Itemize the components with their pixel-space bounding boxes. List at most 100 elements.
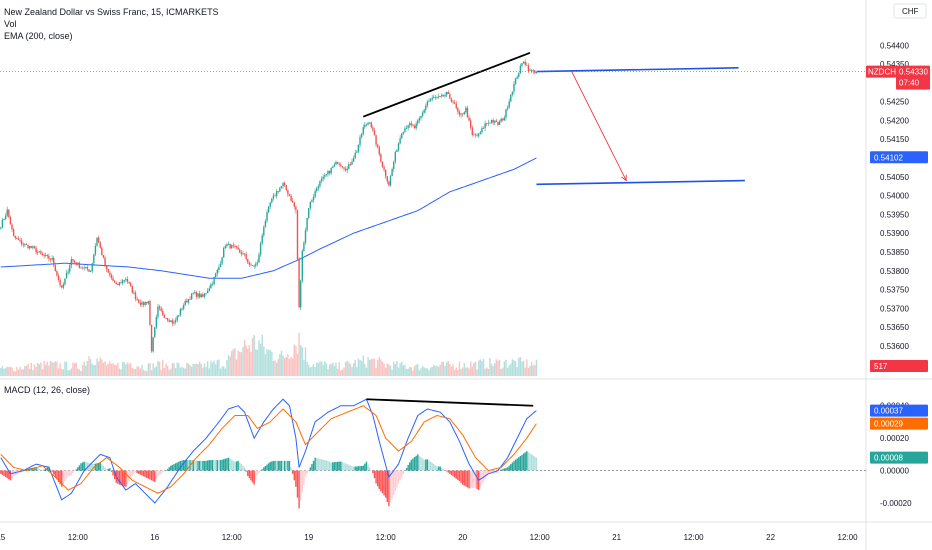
volume-bar bbox=[48, 365, 50, 376]
macd-histogram-bar bbox=[248, 470, 251, 479]
volume-bar bbox=[399, 363, 401, 376]
volume-bar bbox=[120, 369, 122, 376]
macd-histogram-bar bbox=[490, 470, 493, 474]
volume-bar bbox=[473, 363, 475, 376]
candle-body bbox=[317, 186, 320, 189]
volume-bar bbox=[304, 347, 307, 376]
time-tick-label: 21 bbox=[612, 533, 621, 542]
time-tick-label: 12:00 bbox=[838, 533, 859, 542]
volume-bar bbox=[415, 364, 417, 376]
volume-bar bbox=[277, 359, 279, 376]
candle-body bbox=[426, 101, 429, 106]
macd-histogram-bar bbox=[349, 465, 352, 471]
volume-bar bbox=[495, 359, 498, 376]
volume-bar bbox=[27, 363, 29, 376]
candle-body bbox=[423, 109, 425, 113]
candle-body bbox=[123, 280, 125, 282]
macd-histogram-bar bbox=[428, 460, 430, 471]
candle-body bbox=[157, 306, 159, 317]
candlesticks[interactable] bbox=[0, 58, 538, 353]
volume-bar bbox=[138, 366, 140, 376]
macd-histogram-bar bbox=[147, 470, 150, 479]
candle-body bbox=[396, 150, 398, 153]
price-badge-countdown: 07:40 bbox=[899, 79, 920, 88]
macd-histogram-bar bbox=[0, 470, 2, 474]
macd-histogram-bar bbox=[368, 467, 371, 471]
volume-bar bbox=[181, 366, 183, 376]
volume-bar bbox=[51, 361, 53, 376]
volume-bar bbox=[195, 363, 198, 376]
volume-bar bbox=[237, 350, 239, 376]
volume-bar bbox=[421, 365, 424, 376]
candle-body bbox=[178, 315, 180, 317]
drawings[interactable] bbox=[362, 51, 745, 407]
candle-body bbox=[152, 337, 154, 352]
volume-bar bbox=[32, 370, 34, 376]
macd-histogram-bar bbox=[216, 460, 219, 471]
macd-histogram-bar bbox=[247, 470, 249, 476]
volume-bar bbox=[70, 368, 73, 376]
macd-histogram-bar bbox=[389, 470, 392, 503]
macd-histogram-bar bbox=[327, 460, 329, 471]
macd-histogram-bar bbox=[208, 460, 210, 471]
macd-histogram-bar bbox=[120, 470, 122, 486]
macd-histogram-bar bbox=[423, 459, 425, 471]
volume-bar bbox=[487, 368, 490, 376]
volume-bar bbox=[293, 344, 295, 376]
candle-body bbox=[20, 240, 23, 245]
volume-legend[interactable]: Vol bbox=[4, 19, 17, 29]
candle-body bbox=[232, 245, 235, 247]
candle-body bbox=[0, 227, 2, 229]
candle-body bbox=[466, 107, 469, 118]
macd-histogram-bar bbox=[526, 451, 528, 471]
volume-bar bbox=[285, 357, 287, 376]
macd-histogram-bar bbox=[399, 470, 401, 481]
candle-body bbox=[452, 101, 454, 103]
symbol-title[interactable]: New Zealand Dollar vs Swiss Franc, 15, I… bbox=[4, 7, 219, 17]
macd-histogram-bar bbox=[125, 470, 127, 487]
candle-body bbox=[121, 280, 124, 284]
macd-histogram-bar bbox=[81, 462, 84, 471]
volume-bar bbox=[333, 365, 336, 376]
volume-bar bbox=[461, 367, 464, 376]
volume-bar bbox=[104, 361, 106, 376]
candle-body bbox=[283, 183, 286, 186]
candle-body bbox=[279, 188, 281, 192]
candle-body bbox=[386, 176, 388, 182]
macd-histogram-bar bbox=[346, 464, 348, 471]
macd-histogram-bar bbox=[139, 470, 142, 475]
volume-bar bbox=[110, 363, 113, 376]
macd-histogram-bar bbox=[258, 470, 260, 474]
macd-histogram-bar bbox=[409, 462, 411, 471]
volume-bar bbox=[271, 351, 273, 376]
volume-bar bbox=[433, 365, 435, 376]
candle-body bbox=[421, 112, 424, 116]
macd-legend[interactable]: MACD (12, 26, close) bbox=[4, 385, 91, 395]
time-tick-label: 12:00 bbox=[530, 533, 551, 542]
volume-bar bbox=[81, 365, 84, 376]
macd-histogram-bar bbox=[112, 470, 114, 476]
arrow-head bbox=[621, 174, 627, 182]
macd-histogram-bar bbox=[221, 459, 223, 471]
macd-histogram-bar bbox=[80, 463, 82, 471]
macd-histogram-bar bbox=[123, 470, 125, 487]
candle-body bbox=[19, 240, 21, 241]
macd-histogram-bar bbox=[317, 458, 320, 471]
macd-histogram-bar bbox=[352, 466, 355, 471]
macd-histogram-bar bbox=[130, 470, 132, 479]
candle-body bbox=[141, 302, 143, 305]
macd-histogram-bar bbox=[502, 468, 504, 471]
macd-histogram-bar bbox=[242, 465, 244, 471]
candle-body bbox=[72, 259, 74, 261]
candle-body bbox=[299, 280, 302, 308]
candle-body bbox=[77, 262, 79, 265]
candle-body bbox=[211, 284, 214, 285]
macd-badge: 0.00029 bbox=[874, 420, 903, 429]
candle-body bbox=[418, 118, 421, 121]
macd-histogram-bar bbox=[393, 470, 395, 495]
macd-histogram-bar bbox=[174, 463, 177, 471]
ema-legend[interactable]: EMA (200, close) bbox=[4, 31, 73, 41]
candle-body bbox=[206, 290, 209, 294]
macd-badge-bg bbox=[870, 451, 928, 464]
